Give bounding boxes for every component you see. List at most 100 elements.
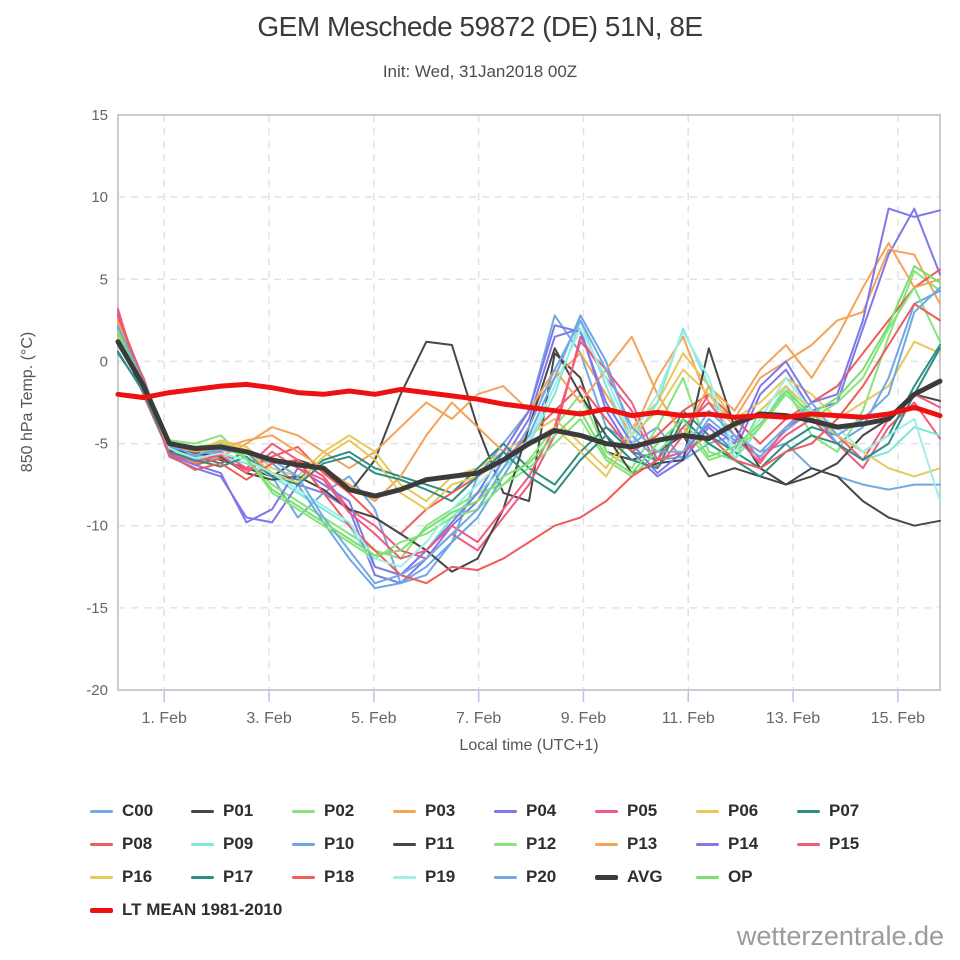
- legend-label: P15: [829, 834, 860, 853]
- x-tick-label: 13. Feb: [766, 710, 820, 727]
- x-tick-label: 11. Feb: [662, 710, 715, 727]
- series-line-P18: [117, 302, 941, 585]
- legend-label: P03: [425, 801, 456, 820]
- legend-item-P04: P04: [494, 801, 595, 821]
- legend-label: P08: [122, 834, 153, 853]
- y-tick-label: -20: [86, 682, 108, 699]
- legend-swatch: [90, 842, 113, 846]
- legend-item-P13: P13: [595, 834, 696, 854]
- legend-swatch: [595, 842, 618, 846]
- legend-swatch: [292, 809, 315, 813]
- legend-label: P12: [526, 834, 557, 853]
- legend-swatch: [696, 842, 719, 846]
- legend-label: P04: [526, 801, 557, 820]
- x-tick-label: 9. Feb: [561, 710, 606, 727]
- legend-item-P11: P11: [393, 834, 494, 854]
- legend-label: P10: [324, 834, 355, 853]
- series-line-AVG: [115, 339, 943, 499]
- legend-label: P09: [223, 834, 254, 853]
- series-line-P04: [117, 207, 941, 585]
- y-tick-label: 15: [91, 107, 108, 124]
- legend-label: P05: [627, 801, 658, 820]
- legend-item-P09: P09: [191, 834, 292, 854]
- x-tick-label: 15. Feb: [871, 710, 925, 727]
- y-tick-label: -15: [86, 600, 108, 617]
- y-tick-label: -10: [86, 518, 108, 535]
- legend-swatch: [191, 875, 214, 879]
- legend-swatch: [191, 809, 214, 813]
- x-tick-label: 7. Feb: [456, 710, 501, 727]
- legend-swatch: [494, 842, 517, 846]
- legend-label: P16: [122, 867, 153, 886]
- legend-swatch: [595, 874, 618, 880]
- legend-item-P15: P15: [797, 834, 898, 854]
- legend-item-P16: P16: [90, 867, 191, 887]
- legend-item-P08: P08: [90, 834, 191, 854]
- y-tick-label: -5: [95, 436, 108, 453]
- legend-item-P07: P07: [797, 801, 898, 821]
- legend: C00 P01 P02 P03 P04 P05 P06 P07 P08 P09 P10 P11 P12 P…: [90, 801, 898, 920]
- legend-swatch: [494, 809, 517, 813]
- plot-border: [117, 114, 941, 691]
- legend-swatch: [696, 809, 719, 813]
- legend-label: P13: [627, 834, 658, 853]
- legend-swatch: [494, 875, 517, 879]
- x-tick-label: 3. Feb: [246, 710, 291, 727]
- legend-label: OP: [728, 867, 753, 886]
- x-tick-label: 1. Feb: [142, 710, 187, 727]
- y-tick-label: 10: [91, 189, 108, 206]
- legend-item-P18: P18: [292, 867, 393, 887]
- legend-label: P02: [324, 801, 355, 820]
- legend-item-P20: P20: [494, 867, 595, 887]
- legend-item-AVG: AVG: [595, 867, 696, 887]
- legend-swatch: [393, 842, 416, 846]
- y-tick-label: 5: [100, 271, 108, 288]
- legend-swatch: [696, 875, 719, 879]
- legend-swatch: [393, 809, 416, 813]
- legend-item-P10: P10: [292, 834, 393, 854]
- legend-item-OP: OP: [696, 867, 797, 887]
- legend-label: P19: [425, 867, 456, 886]
- y-axis-title: 850 hPa Temp. (°C): [19, 332, 36, 472]
- x-axis-title: Local time (UTC+1): [459, 737, 598, 754]
- series-line-P19: [117, 327, 941, 568]
- legend-label: P07: [829, 801, 860, 820]
- legend-swatch: [191, 842, 214, 846]
- legend-item-P06: P06: [696, 801, 797, 821]
- legend-swatch: [797, 809, 820, 813]
- legend-swatch: [292, 875, 315, 879]
- series-line-P01: [117, 335, 941, 527]
- legend-swatch: [595, 809, 618, 813]
- legend-item-P19: P19: [393, 867, 494, 887]
- legend-label: C00: [122, 801, 154, 820]
- series-line-OP: [117, 265, 941, 557]
- legend-item-P02: P02: [292, 801, 393, 821]
- y-tick-label: 0: [100, 353, 108, 370]
- legend-label: P01: [223, 801, 254, 820]
- legend-item-P01: P01: [191, 801, 292, 821]
- init-subtitle: Init: Wed, 31Jan2018 00Z: [382, 62, 578, 81]
- legend-swatch: [90, 875, 113, 879]
- series-line-P14: [117, 207, 941, 576]
- legend-item-LT-MEAN-1981-2010: LT MEAN 1981-2010: [90, 900, 494, 920]
- page-title: GEM Meschede 59872 (DE) 51N, 8E: [257, 11, 703, 42]
- legend-swatch: [393, 875, 416, 879]
- series-line-LT-MEAN-1981-2010: [115, 381, 943, 420]
- legend-swatch: [797, 842, 820, 846]
- legend-item-P05: P05: [595, 801, 696, 821]
- legend-swatch: [90, 809, 113, 813]
- legend-item-C00: C00: [90, 801, 191, 821]
- x-tick-label: 5. Feb: [351, 710, 396, 727]
- legend-item-P12: P12: [494, 834, 595, 854]
- legend-label: P17: [223, 867, 254, 886]
- legend-label: AVG: [627, 867, 663, 886]
- legend-item-P14: P14: [696, 834, 797, 854]
- legend-label: LT MEAN 1981-2010: [122, 900, 283, 919]
- legend-label: P18: [324, 867, 355, 886]
- legend-item-P03: P03: [393, 801, 494, 821]
- legend-swatch: [292, 842, 315, 846]
- legend-swatch: [90, 907, 113, 913]
- watermark-text: wetterzentrale.de: [736, 921, 944, 951]
